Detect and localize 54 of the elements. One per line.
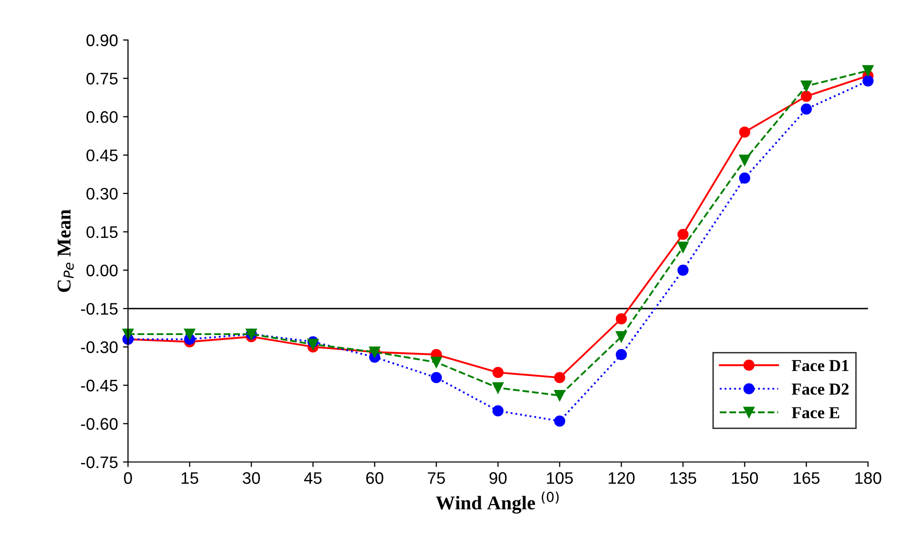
point: [862, 65, 874, 76]
point: [739, 154, 750, 166]
x-tick-label: 15: [182, 472, 198, 484]
x-tick-label: 180: [855, 472, 882, 484]
point: [492, 366, 504, 378]
point: [492, 382, 504, 394]
point: [554, 390, 566, 402]
y-axis-title: C$_{Pe}$ Mean: [58, 209, 74, 292]
y-tick-label: 0.30: [86, 188, 118, 200]
x-tick-label: 90: [490, 472, 507, 484]
x-tick-label: 120: [608, 472, 635, 484]
point: [554, 416, 566, 427]
point: [677, 228, 689, 240]
point: [492, 405, 504, 416]
x-tick-label: 150: [732, 472, 758, 484]
x-tick-label: 165: [794, 472, 820, 484]
point: [800, 104, 812, 115]
x-tick-label: 45: [304, 472, 322, 484]
point: [307, 338, 319, 350]
x-tick-label: 30: [242, 472, 260, 484]
y-tick-label: -0.60: [81, 418, 118, 430]
y-tick-label: 0.15: [86, 226, 118, 238]
point: [554, 372, 566, 384]
y-tick-label: 0.60: [86, 111, 118, 123]
point: [184, 328, 196, 340]
y-tick-label: -0.75: [81, 456, 118, 468]
point: [430, 356, 442, 368]
point: [677, 264, 689, 276]
point: [739, 172, 750, 184]
legend-label: Face D2: [792, 384, 849, 395]
point: [616, 313, 627, 324]
point: [862, 75, 874, 86]
x-tick-label: 105: [547, 472, 573, 484]
y-tick-label: 0.00: [86, 264, 118, 276]
legend-label: Face E: [792, 407, 840, 418]
y-tick-label: -0.30: [81, 341, 118, 354]
x-axis-title: Wind Angle $^{(0)}$: [436, 492, 559, 514]
point: [430, 372, 442, 384]
point: [616, 331, 627, 342]
y-tick-label: 0.45: [86, 149, 118, 162]
x-tick-label: 135: [670, 472, 696, 484]
y-tick-label: 0.75: [86, 72, 118, 85]
y-tick-label: 0.90: [86, 34, 118, 46]
x-tick-label: 60: [366, 472, 384, 484]
point: [739, 126, 750, 138]
y-tick-label: -0.15: [81, 302, 118, 315]
point: [616, 349, 627, 360]
x-tick-label: 0: [124, 472, 132, 484]
x-tick-label: 75: [428, 472, 445, 484]
legend-label: Face D1: [792, 360, 848, 372]
y-tick-label: -0.45: [81, 380, 118, 392]
point: [677, 242, 689, 253]
point: [800, 80, 812, 92]
point: [800, 90, 812, 102]
